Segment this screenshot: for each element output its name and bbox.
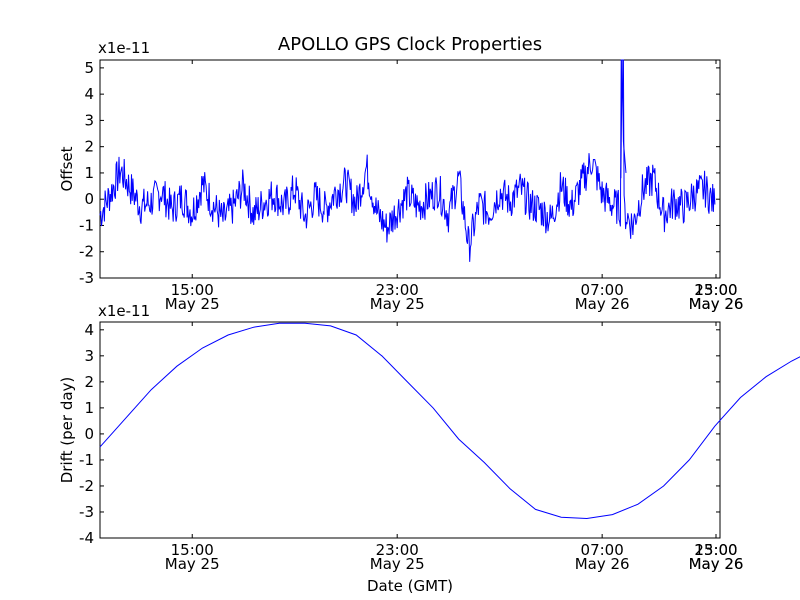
offset-ytick-label: -2 bbox=[79, 243, 94, 261]
drift-ytick-label: -1 bbox=[79, 451, 94, 469]
offset-plot-frame bbox=[99, 59, 721, 279]
offset-y-axis-label: Offset bbox=[58, 146, 76, 191]
drift-xtick-time: 07:00 bbox=[581, 541, 624, 559]
offset-ytick-label: 3 bbox=[84, 111, 94, 129]
offset-ytick-label: 0 bbox=[84, 190, 94, 208]
offset-line bbox=[99, 59, 716, 262]
offset-ytick-label: -1 bbox=[79, 216, 94, 234]
drift-ytick-label: 3 bbox=[84, 347, 94, 365]
drift-ytick-label: 2 bbox=[84, 373, 94, 391]
offset-xtick-date: May 25 bbox=[165, 295, 220, 313]
drift-xtick-date: May 26 bbox=[689, 555, 744, 573]
drift-xtick-date: May 25 bbox=[165, 555, 220, 573]
drift-ytick-label: 4 bbox=[84, 321, 94, 339]
drift-ytick-label: -3 bbox=[79, 503, 94, 521]
offset-ytick-label: 1 bbox=[84, 164, 94, 182]
figure-title: APOLLO GPS Clock Properties bbox=[278, 34, 542, 55]
offset-xtick-date: May 25 bbox=[370, 295, 425, 313]
offset-xtick-time: 15:00 bbox=[171, 281, 214, 299]
offset-xtick-time: 23:00 bbox=[376, 281, 419, 299]
drift-scale-label: x1e-11 bbox=[98, 302, 150, 320]
drift-xtick-time: 23:00 bbox=[694, 541, 737, 559]
offset-xtick-time: 23:00 bbox=[694, 281, 737, 299]
drift-xtick-date: May 25 bbox=[370, 555, 425, 573]
offset-ytick-label: -3 bbox=[79, 269, 94, 287]
drift-xtick-time: 15:00 bbox=[171, 541, 214, 559]
offset-xtick-time: 07:00 bbox=[581, 281, 624, 299]
drift-line bbox=[99, 322, 800, 520]
drift-series bbox=[99, 322, 800, 520]
offset-ytick-label: 4 bbox=[84, 85, 94, 103]
offset-ytick-label: 2 bbox=[84, 138, 94, 156]
offset-scale-label: x1e-11 bbox=[98, 39, 150, 57]
drift-axes: x1e-11 Drift (per day) Date (GMT) -4 -3 -2… bbox=[58, 302, 800, 595]
drift-ytick-label: -4 bbox=[79, 529, 94, 547]
drift-xtick-time: 15:00 bbox=[694, 541, 737, 559]
offset-xtick-date: May 26 bbox=[575, 295, 630, 313]
offset-spike bbox=[620, 59, 627, 179]
x-axis-label: Date (GMT) bbox=[367, 577, 453, 595]
offset-xtick-date: May 26 bbox=[689, 295, 744, 313]
drift-xtick-time: 23:00 bbox=[376, 541, 419, 559]
drift-ytick-label: -2 bbox=[79, 477, 94, 495]
offset-series bbox=[99, 59, 716, 262]
offset-xtick-date: May 26 bbox=[689, 295, 744, 313]
drift-ytick-label: 0 bbox=[84, 425, 94, 443]
drift-xtick-date: May 26 bbox=[689, 555, 744, 573]
offset-xtick-time: 15:00 bbox=[694, 281, 737, 299]
drift-xtick-date: May 26 bbox=[575, 555, 630, 573]
drift-y-axis-label: Drift (per day) bbox=[58, 377, 76, 484]
drift-ytick-label: 1 bbox=[84, 399, 94, 417]
offset-ytick-label: 5 bbox=[84, 59, 94, 77]
drift-plot-frame bbox=[99, 321, 721, 539]
